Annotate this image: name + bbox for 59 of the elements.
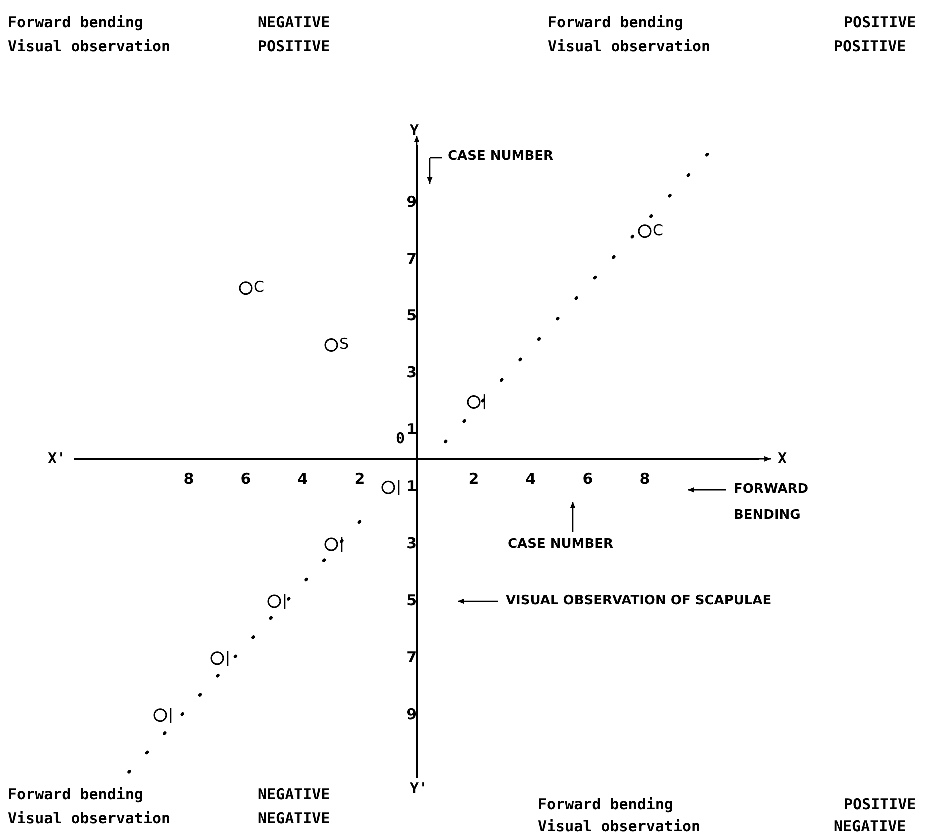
text: NEGATIVE <box>258 13 330 32</box>
point <box>154 708 168 722</box>
y-tick-label: 7 <box>406 648 417 666</box>
y-tick-label: 3 <box>406 364 417 382</box>
x-tick-label: 2 <box>468 470 480 488</box>
text: Visual observation <box>538 817 701 836</box>
text: Visual observation <box>8 37 171 56</box>
point <box>638 224 652 238</box>
text: POSITIVE <box>844 795 916 814</box>
text: POSITIVE <box>834 37 906 56</box>
y-tick-label: 9 <box>406 192 417 211</box>
text: NEGATIVE <box>834 817 906 836</box>
text: Y' <box>410 779 428 798</box>
y-tick-label: 7 <box>406 250 417 268</box>
point <box>467 395 481 409</box>
y-tick-label: 1 <box>406 420 417 439</box>
point <box>268 594 282 608</box>
text: C <box>653 221 664 240</box>
x-axis-title: FORWARD BENDING <box>734 482 809 524</box>
x-tick-label: 8 <box>640 470 650 488</box>
text: | <box>396 478 402 496</box>
annotation: CASE NUMBER <box>508 536 614 552</box>
point <box>324 538 338 552</box>
text: NEGATIVE <box>258 809 330 828</box>
series-label: S <box>340 335 350 354</box>
text: Forward bending <box>8 785 144 804</box>
text: Visual observation <box>8 809 171 828</box>
text: Visual observation <box>548 37 711 56</box>
point <box>210 652 224 666</box>
text: Forward bending <box>8 13 144 32</box>
y-axis-title: VISUAL OBSERVATION OF SCAPULAE <box>506 593 772 608</box>
x-tick-label: 4 <box>526 470 536 488</box>
text: NEGATIVE <box>258 785 330 804</box>
x-tick-label: 8 <box>184 470 194 488</box>
x-tick-label: 6 <box>582 470 594 488</box>
x-tick-label: 6 <box>240 470 252 488</box>
y-tick-label: 5 <box>406 306 417 325</box>
x-tick-label: 4 <box>298 470 308 488</box>
annotation: CASE NUMBER <box>448 148 554 164</box>
series-label: C <box>254 278 264 296</box>
y-tick-label: 9 <box>406 705 417 724</box>
text: POSITIVE <box>258 37 330 56</box>
text: X <box>778 449 788 468</box>
text: Y <box>410 121 420 140</box>
text: X' <box>48 449 66 468</box>
point <box>382 480 396 494</box>
series-label: | <box>226 648 231 666</box>
annotation: 0 <box>396 429 406 448</box>
y-tick-label: 3 <box>406 534 417 552</box>
text: | <box>168 705 174 724</box>
x-tick-label: 2 <box>354 470 366 488</box>
text: POSITIVE <box>844 13 916 32</box>
text: | <box>282 591 288 610</box>
text: Forward bending <box>538 795 674 814</box>
y-tick-label: 1 <box>406 478 417 496</box>
y-tick-label: 5 <box>406 591 417 610</box>
point <box>324 338 338 352</box>
text: Forward bending <box>548 13 684 32</box>
point <box>239 282 253 296</box>
